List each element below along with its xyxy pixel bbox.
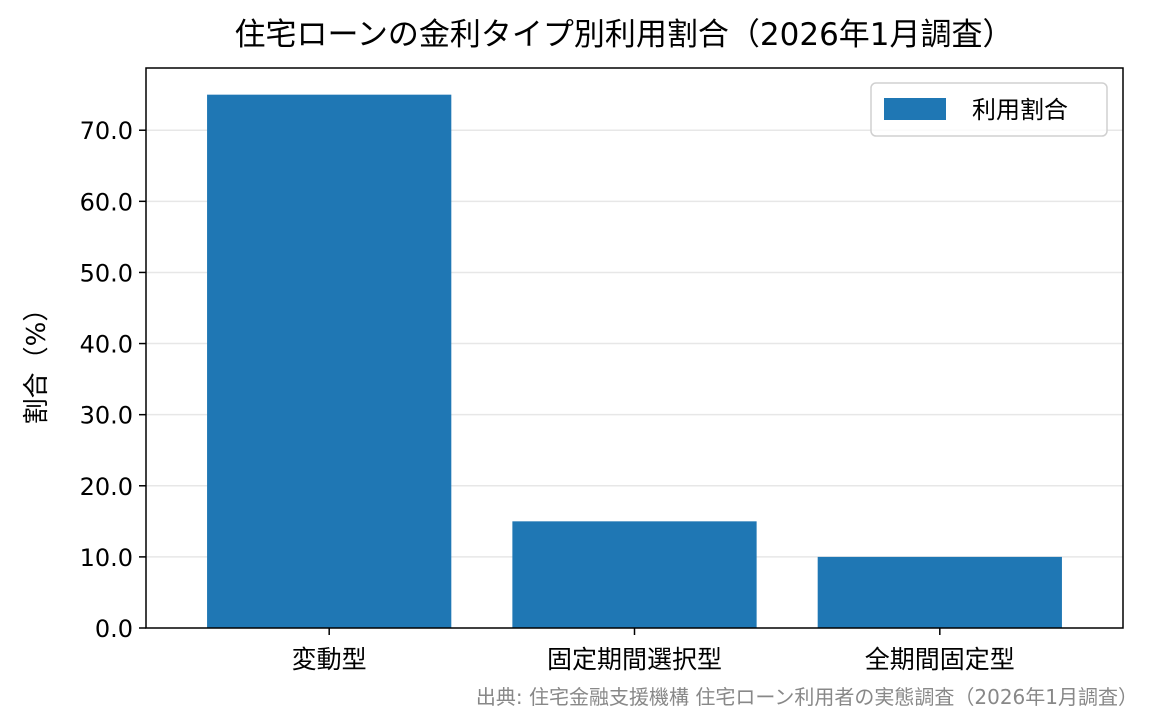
source-note: 出典: 住宅金融支援機構 住宅ローン利用者の実態調査（2026年1月調査）	[476, 685, 1138, 709]
bar	[207, 94, 452, 628]
x-axis-ticks: 変動型 固定期間選択型 全期間固定型	[292, 628, 1015, 674]
y-tick-label: 70.0	[80, 117, 133, 145]
bar	[512, 521, 757, 628]
y-tick-label: 30.0	[80, 402, 133, 430]
legend-swatch	[884, 98, 946, 120]
y-tick-label: 40.0	[80, 331, 133, 359]
legend: 利用割合	[870, 82, 1108, 137]
y-tick-label: 20.0	[80, 473, 133, 501]
legend-label: 利用割合	[972, 96, 1068, 124]
x-tick-label: 変動型	[292, 645, 367, 674]
y-tick-label: 10.0	[80, 544, 133, 572]
x-tick-label: 全期間固定型	[865, 645, 1015, 674]
y-axis-ticks: 0.0 10.0 20.0 30.0 40.0 50.0 60.0 70.0	[80, 117, 146, 643]
y-axis-label: 割合（%）	[22, 296, 52, 425]
y-tick-label: 60.0	[80, 188, 133, 216]
bars	[207, 94, 1062, 628]
x-tick-label: 固定期間選択型	[547, 645, 722, 674]
bar	[817, 556, 1062, 628]
legend-box	[870, 82, 1108, 137]
y-tick-label: 0.0	[95, 615, 133, 643]
y-tick-label: 50.0	[80, 259, 133, 287]
chart-title: 住宅ローンの金利タイプ別利用割合（2026年1月調査）	[234, 17, 1013, 53]
